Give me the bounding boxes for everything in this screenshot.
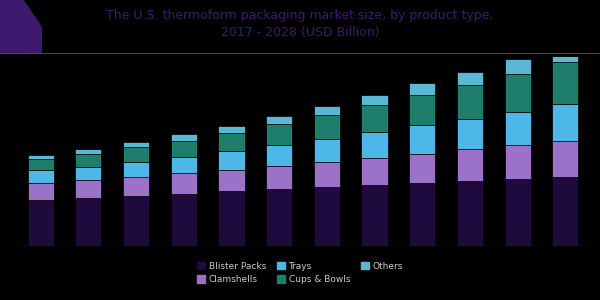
Bar	[314, 115, 340, 139]
Bar	[28, 170, 54, 183]
Bar	[457, 119, 483, 149]
Bar	[314, 106, 340, 115]
Bar	[457, 72, 483, 85]
Bar	[170, 157, 197, 173]
Bar	[266, 145, 292, 166]
Bar	[361, 95, 388, 105]
Bar	[409, 183, 436, 246]
Bar	[266, 166, 292, 189]
Bar	[505, 74, 531, 112]
Bar	[75, 154, 101, 166]
Bar	[505, 145, 531, 179]
Bar	[170, 141, 197, 157]
Bar	[505, 59, 531, 74]
Bar	[266, 124, 292, 145]
Bar	[218, 169, 245, 191]
Bar	[75, 180, 101, 198]
Bar	[218, 126, 245, 133]
Bar	[552, 177, 578, 246]
Bar	[123, 142, 149, 147]
Bar	[314, 139, 340, 162]
Bar	[361, 105, 388, 132]
Bar	[123, 147, 149, 162]
Bar	[409, 125, 436, 154]
Bar	[266, 116, 292, 124]
Bar	[409, 154, 436, 183]
Bar	[552, 46, 578, 62]
Bar	[361, 132, 388, 158]
Bar	[505, 112, 531, 145]
Bar	[123, 162, 149, 177]
Text: The U.S. thermoform packaging market size, by product type,
2017 - 2028 (USD Bil: The U.S. thermoform packaging market siz…	[106, 9, 494, 39]
Bar	[28, 155, 54, 159]
Bar	[218, 133, 245, 151]
Bar	[361, 158, 388, 185]
Bar	[123, 177, 149, 196]
Bar	[123, 196, 149, 246]
Bar	[218, 151, 245, 169]
Bar	[552, 62, 578, 104]
Polygon shape	[0, 0, 42, 54]
Bar	[75, 149, 101, 154]
Legend: Blister Packs, Clamshells, Trays, Cups & Bowls, Others: Blister Packs, Clamshells, Trays, Cups &…	[193, 258, 407, 288]
Bar	[28, 159, 54, 170]
Bar	[314, 187, 340, 246]
Bar	[170, 134, 197, 141]
Bar	[266, 189, 292, 246]
Bar	[457, 149, 483, 181]
Bar	[457, 181, 483, 246]
Bar	[170, 173, 197, 194]
Bar	[409, 95, 436, 125]
Bar	[170, 194, 197, 246]
Bar	[457, 85, 483, 119]
Bar	[75, 167, 101, 180]
Bar	[75, 198, 101, 246]
Bar	[409, 83, 436, 95]
Bar	[552, 141, 578, 177]
Bar	[28, 183, 54, 200]
Bar	[28, 200, 54, 246]
Bar	[552, 104, 578, 141]
Bar	[218, 191, 245, 246]
Bar	[314, 162, 340, 187]
Bar	[361, 185, 388, 246]
Bar	[505, 179, 531, 246]
